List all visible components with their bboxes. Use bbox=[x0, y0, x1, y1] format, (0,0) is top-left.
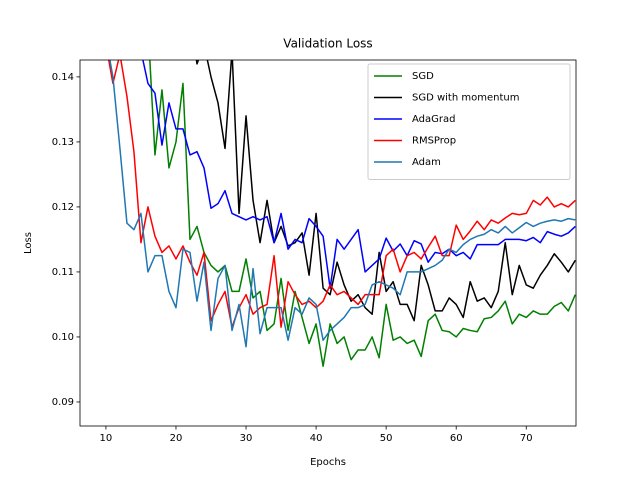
legend-label: Adam bbox=[412, 157, 441, 168]
x-tick-label: 10 bbox=[100, 433, 113, 444]
y-tick-label: 0.12 bbox=[52, 202, 74, 213]
x-tick-label: 40 bbox=[310, 433, 323, 444]
legend-box bbox=[367, 63, 571, 180]
line-series bbox=[149, 60, 576, 367]
y-tick-label: 0.11 bbox=[52, 267, 74, 278]
legend-label: RMSProp bbox=[412, 136, 456, 147]
y-tick-label: 0.14 bbox=[52, 72, 74, 83]
x-tick-label: 70 bbox=[520, 433, 533, 444]
line-series bbox=[142, 60, 576, 289]
legend-label: AdaGrad bbox=[412, 114, 455, 125]
x-tick-label: 20 bbox=[170, 433, 183, 444]
y-tick-label: 0.09 bbox=[52, 397, 74, 408]
plot-area bbox=[107, 60, 576, 367]
x-tick-label: 30 bbox=[240, 433, 253, 444]
y-tick-label: 0.13 bbox=[52, 137, 74, 148]
chart-title: Validation Loss bbox=[283, 37, 372, 51]
line-series bbox=[109, 60, 576, 348]
line-series bbox=[107, 60, 576, 328]
y-tick-label: 0.10 bbox=[52, 332, 74, 343]
x-tick-label: 60 bbox=[450, 433, 463, 444]
y-axis-label: Loss bbox=[23, 232, 34, 254]
x-tick-label: 50 bbox=[380, 433, 393, 444]
axes-frame bbox=[79, 59, 577, 427]
x-axis-label: Epochs bbox=[310, 457, 346, 468]
legend-label: SGD bbox=[412, 71, 434, 82]
legend-label: SGD with momentum bbox=[412, 93, 519, 104]
line-series bbox=[195, 60, 576, 322]
